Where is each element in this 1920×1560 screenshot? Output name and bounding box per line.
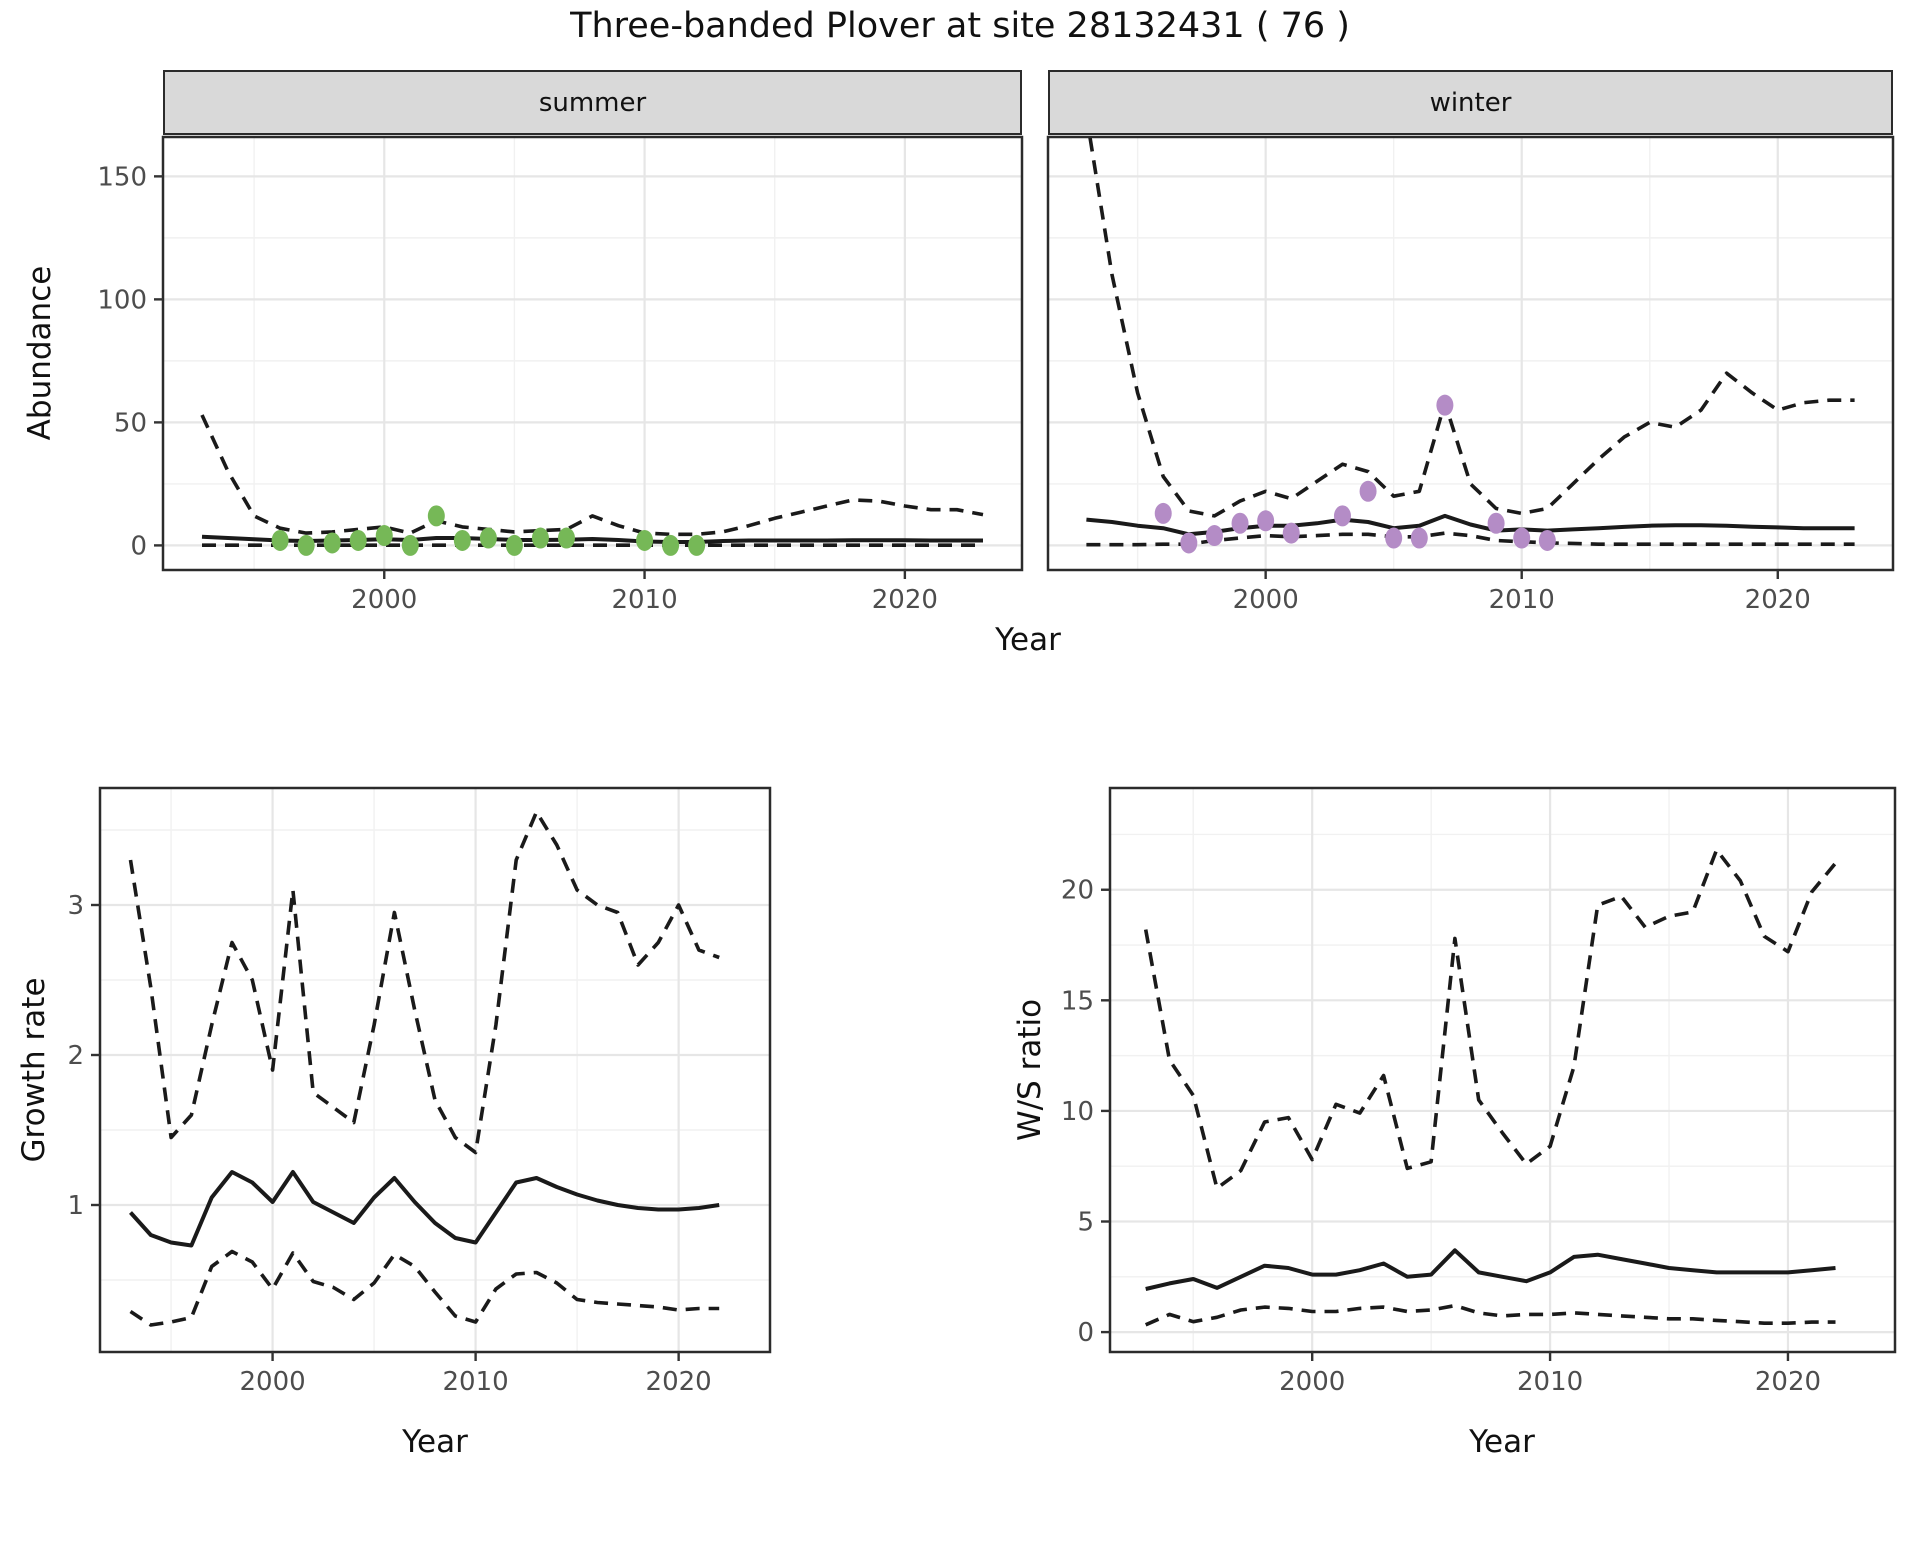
data-point [1154,502,1172,524]
line-winter-upper-95-ci [1088,137,1855,518]
y-axis-title-abundance: Abundance [22,265,58,441]
x-tick-label: 2020 [1745,585,1811,615]
data-point [375,525,393,547]
line-ws-lower-95-ci [1144,1303,1836,1327]
data-point [531,527,549,549]
data-point [453,529,471,551]
x-tick-label: 2010 [443,1367,509,1397]
x-tick-label: 2000 [1279,1367,1345,1397]
data-point [1359,480,1377,502]
x-axis-title-year-top: Year [995,622,1061,658]
y-tick-label: 150 [97,162,147,192]
y-tick-label: 100 [97,285,147,315]
y-axis-title-ws-ratio: W/S ratio [1012,998,1048,1142]
data-point [1257,510,1275,532]
data-point [479,527,497,549]
x-axis-ws: 2000 2010 2020 [1279,1352,1821,1397]
y-axis-title-growth-rate: Growth rate [16,977,52,1163]
data-point [1513,527,1531,549]
panel-border-growth [98,786,772,1354]
line-growth-lower-95-ci [129,1249,720,1327]
data-point [401,534,419,556]
data-point [427,505,445,527]
data-point [1487,512,1505,534]
x-tick-label: 2020 [1755,1367,1821,1397]
data-point [505,534,523,556]
y-tick-label: 10 [1061,1097,1094,1127]
data-point [1333,505,1351,527]
panel-border-summer [161,135,1024,572]
y-tick-label: 2 [67,1041,84,1071]
facet-strip-winter: winter [1048,70,1893,135]
data-point [1231,512,1249,534]
line-ws-mean-w-s-ratio [1145,1248,1836,1291]
line-growth-upper-95-ci [128,810,720,1155]
x-axis-title-year-ws: Year [1469,1424,1535,1460]
line-ws-upper-95-ci [1143,848,1837,1191]
y-axis-ws: 0 5 10 15 20 [1061,876,1110,1348]
y-tick-label: 5 [1077,1208,1094,1238]
facet-strip-winter-label: winter [1429,87,1512,118]
x-tick-label: 2010 [1517,1367,1583,1397]
panel-border-ws [1108,786,1897,1354]
data-point [557,527,575,549]
x-axis-winter: 2000 2010 2020 [1233,570,1811,615]
data-point [271,529,289,551]
x-axis-summer: 2000 2010 2020 [351,570,938,615]
data-point [323,532,341,554]
panel-ws: 2000 2010 2020 0 5 10 15 20 [1061,786,1897,1397]
data-point [688,534,706,556]
data-point [1410,527,1428,549]
y-tick-label: 15 [1061,986,1094,1016]
data-point [662,534,680,556]
panel-summer: 2000 2010 2020 0 50 100 150 [97,135,1024,615]
line-summer-upper-95-ci [200,414,984,537]
x-tick-label: 2000 [351,585,417,615]
data-point [1538,529,1556,551]
y-tick-label: 20 [1061,876,1094,906]
panel-winter: 2000 2010 2020 [1046,135,1895,615]
x-tick-label: 2010 [611,585,677,615]
y-tick-label: 1 [67,1191,84,1221]
facet-strip-summer: summer [163,70,1022,135]
x-tick-label: 2000 [1233,585,1299,615]
x-axis-growth: 2000 2010 2020 [239,1352,712,1397]
facet-strip-summer-label: summer [538,87,647,118]
series-lines-growth [128,810,720,1327]
y-tick-label: 50 [114,408,147,438]
y-tick-label: 3 [67,891,84,921]
x-tick-label: 2020 [872,585,938,615]
data-point [636,529,654,551]
y-tick-label: 0 [130,531,147,561]
points-summer [271,505,706,556]
line-growth-mean-growth-rate [129,1170,720,1248]
points-winter [1154,394,1556,554]
chart-title: Three-banded Plover at site 28132431 ( 7… [570,6,1350,46]
data-point [1282,522,1300,544]
x-tick-label: 2010 [1489,585,1555,615]
data-point [1205,525,1223,547]
x-tick-label: 2000 [239,1367,305,1397]
data-point [1180,532,1198,554]
y-axis-growth: 1 2 3 [67,891,100,1221]
data-point [1385,527,1403,549]
series-lines-ws [1143,848,1837,1327]
y-tick-label: 0 [1077,1318,1094,1348]
y-axis-summer: 0 50 100 150 [97,162,163,561]
data-point [349,529,367,551]
panel-growth: 2000 2010 2020 1 2 3 [67,786,772,1397]
panel-border-winter [1046,135,1895,572]
x-tick-label: 2020 [646,1367,712,1397]
data-point [297,534,315,556]
x-axis-title-year-growth: Year [402,1424,468,1460]
data-point [1436,394,1454,416]
